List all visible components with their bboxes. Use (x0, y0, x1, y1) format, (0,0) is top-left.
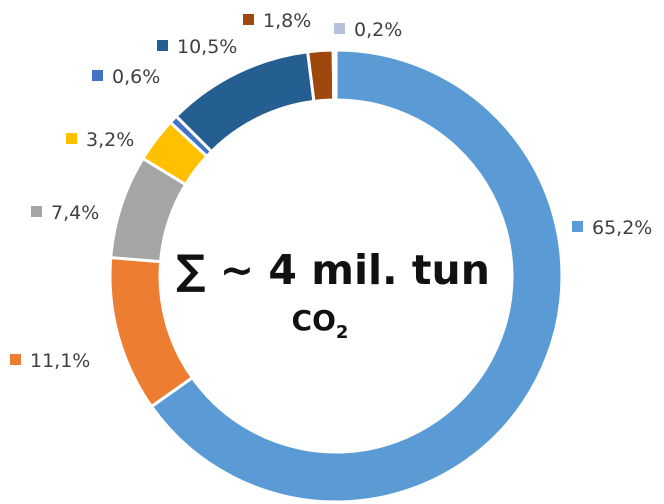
data-label-text-3: 7,4% (51, 202, 99, 224)
data-label-6: 10,5% (157, 36, 237, 58)
donut-slice-7 (305, 48, 336, 104)
data-label-5: 0,6% (92, 66, 160, 88)
data-label-text-8: 0,2% (354, 19, 402, 41)
data-label-text-5: 0,6% (112, 66, 160, 88)
data-label-text-1: 65,2% (592, 217, 652, 239)
data-label-swatch-4 (66, 133, 77, 144)
data-label-swatch-3 (31, 206, 42, 217)
donut-slice-6 (174, 50, 316, 154)
data-label-swatch-6 (157, 40, 168, 51)
data-label-swatch-7 (243, 14, 254, 25)
data-label-text-6: 10,5% (177, 36, 237, 58)
data-label-swatch-1 (572, 221, 583, 232)
data-label-3: 7,4% (31, 202, 99, 224)
data-label-swatch-8 (334, 23, 345, 34)
data-label-2: 11,1% (10, 350, 90, 372)
data-label-text-2: 11,1% (30, 350, 90, 372)
donut-slices (108, 48, 564, 504)
center-label-unit-main: CO (292, 304, 336, 337)
data-label-4: 3,2% (66, 129, 134, 151)
donut-slice-1 (149, 48, 564, 504)
data-label-text-7: 1,8% (263, 10, 311, 32)
data-label-1: 65,2% (572, 217, 652, 239)
data-label-7: 1,8% (243, 10, 311, 32)
center-label: ∑ ~ 4 mil. tun CO2 (176, 246, 490, 343)
center-label-total: ∑ ~ 4 mil. tun (176, 246, 490, 294)
center-label-unit: CO2 (292, 304, 349, 343)
data-label-8: 0,2% (334, 19, 402, 41)
data-label-swatch-2 (10, 354, 21, 365)
donut-slice-8 (331, 48, 338, 102)
data-labels: 65,2% 11,1% 7,4% 3,2% 0,6% 10,5% 1,8% 0,2% (10, 10, 652, 372)
center-label-unit-subscript: 2 (336, 322, 349, 343)
data-label-text-4: 3,2% (86, 129, 134, 151)
data-label-swatch-5 (92, 70, 103, 81)
